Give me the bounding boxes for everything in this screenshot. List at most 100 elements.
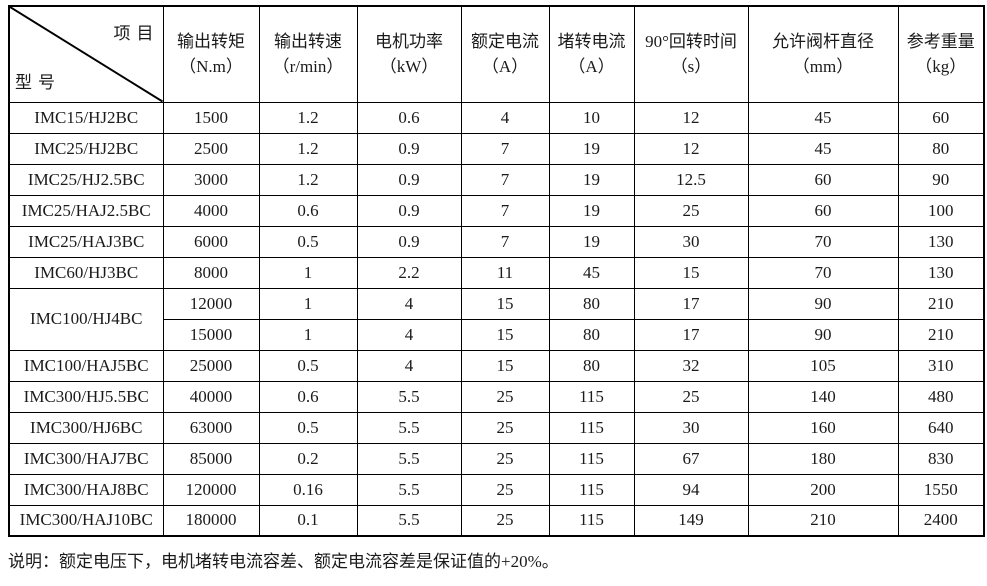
value-cell: 5.5	[356, 411, 462, 444]
value-cell: 5.5	[356, 380, 462, 413]
column-label: 输出转速	[274, 32, 342, 52]
value-cell: 1.2	[258, 132, 358, 165]
column-label: 输出转矩	[177, 32, 245, 52]
column-unit: （A）	[568, 57, 615, 77]
value-cell: 80	[548, 287, 635, 320]
value-cell: 830	[897, 442, 985, 475]
column-unit: （kg）	[915, 57, 967, 77]
value-cell: 15	[460, 287, 550, 320]
value-cell: 0.5	[258, 349, 358, 382]
value-cell: 12	[633, 101, 749, 134]
value-cell: 70	[747, 256, 899, 289]
column-header: 输出转速 （r/min）	[258, 5, 358, 103]
column-label: 堵转电流	[557, 32, 626, 52]
model-cell: IMC100/HJ4BC	[8, 287, 164, 351]
value-cell: 0.2	[258, 442, 358, 475]
value-cell: 105	[747, 349, 899, 382]
value-cell: 25	[460, 442, 550, 475]
model-cell: IMC25/HAJ3BC	[8, 225, 164, 258]
value-cell: 1	[258, 256, 358, 289]
value-cell: 90	[747, 318, 899, 351]
value-cell: 25	[460, 411, 550, 444]
model-cell: IMC25/HAJ2.5BC	[8, 194, 164, 227]
corner-cell: 项目 型号	[8, 5, 164, 103]
value-cell: 0.6	[258, 194, 358, 227]
value-cell: 4	[460, 101, 550, 134]
header-row: 项目 型号 输出转矩 （N.m） 输出转速 （r/min） 电机功率 （kW） 额定电流 （A…	[8, 5, 985, 103]
note-text: 说明：额定电压下，电机堵转电流容差、额定电流容差是保证值的+20%。	[8, 552, 559, 571]
table-row: IMC25/HJ2BC 2500 1.2 0.9 7 19 12 45 80	[8, 132, 985, 165]
value-cell: 210	[897, 287, 985, 320]
value-cell: 15	[633, 256, 749, 289]
value-cell: 17	[633, 287, 749, 320]
value-cell: 149	[633, 504, 749, 537]
value-cell: 40000	[162, 380, 260, 413]
value-cell: 25	[460, 473, 550, 506]
value-cell: 480	[897, 380, 985, 413]
value-cell: 7	[460, 225, 550, 258]
value-cell: 4000	[162, 194, 260, 227]
value-cell: 5.5	[356, 442, 462, 475]
value-cell: 15	[460, 349, 550, 382]
value-cell: 115	[548, 473, 635, 506]
diagonal-line-icon	[10, 7, 163, 102]
value-cell: 160	[747, 411, 899, 444]
value-cell: 0.9	[356, 225, 462, 258]
table-row: IMC300/HAJ8BC 120000 0.16 5.5 25 115 94 200 1550	[8, 473, 985, 506]
value-cell: 1.2	[258, 163, 358, 196]
value-cell: 25	[633, 380, 749, 413]
table-row: IMC60/HJ3BC 8000 1 2.2 11 45 15 70 130	[8, 256, 985, 289]
table-row: IMC100/HAJ5BC 25000 0.5 4 15 80 32 105 310	[8, 349, 985, 382]
corner-label-item: 项目	[113, 24, 160, 43]
value-cell: 210	[897, 318, 985, 351]
value-cell: 210	[747, 504, 899, 537]
column-header: 额定电流 （A）	[460, 5, 550, 103]
value-cell: 90	[897, 163, 985, 196]
value-cell: 130	[897, 225, 985, 258]
column-header: 输出转矩 （N.m）	[162, 5, 260, 103]
value-cell: 19	[548, 163, 635, 196]
column-unit: （A）	[481, 57, 529, 77]
value-cell: 1	[258, 287, 358, 320]
value-cell: 7	[460, 163, 550, 196]
value-cell: 70	[747, 225, 899, 258]
value-cell: 4	[356, 287, 462, 320]
value-cell: 0.6	[258, 380, 358, 413]
model-cell: IMC300/HJ6BC	[8, 411, 164, 444]
column-unit: （s）	[670, 57, 712, 77]
value-cell: 7	[460, 132, 550, 165]
model-cell: IMC15/HJ2BC	[8, 101, 164, 134]
value-cell: 12000	[162, 287, 260, 320]
value-cell: 640	[897, 411, 985, 444]
table-row: IMC25/HJ2.5BC 3000 1.2 0.9 7 19 12.5 60 90	[8, 163, 985, 196]
value-cell: 100	[897, 194, 985, 227]
spec-table: 项目 型号 输出转矩 （N.m） 输出转速 （r/min） 电机功率 （kW） 额定电流 （A…	[8, 5, 985, 537]
value-cell: 63000	[162, 411, 260, 444]
value-cell: 0.1	[258, 504, 358, 537]
value-cell: 1550	[897, 473, 985, 506]
model-cell: IMC300/HAJ7BC	[8, 442, 164, 475]
value-cell: 4	[356, 318, 462, 351]
value-cell: 1500	[162, 101, 260, 134]
value-cell: 60	[897, 101, 985, 134]
value-cell: 0.9	[356, 194, 462, 227]
spec-sheet: 项目 型号 输出转矩 （N.m） 输出转速 （r/min） 电机功率 （kW） 额定电流 （A…	[8, 5, 985, 571]
value-cell: 180	[747, 442, 899, 475]
value-cell: 120000	[162, 473, 260, 506]
value-cell: 115	[548, 504, 635, 537]
value-cell: 19	[548, 132, 635, 165]
value-cell: 25000	[162, 349, 260, 382]
table-row: IMC25/HAJ3BC 6000 0.5 0.9 7 19 30 70 130	[8, 225, 985, 258]
column-unit: （mm）	[792, 57, 854, 77]
value-cell: 80	[548, 349, 635, 382]
value-cell: 19	[548, 225, 635, 258]
model-cell: IMC300/HAJ10BC	[8, 504, 164, 537]
value-cell: 7	[460, 194, 550, 227]
value-cell: 3000	[162, 163, 260, 196]
model-cell: IMC300/HJ5.5BC	[8, 380, 164, 413]
value-cell: 8000	[162, 256, 260, 289]
value-cell: 2.2	[356, 256, 462, 289]
column-label: 允许阀杆直径	[772, 32, 874, 52]
value-cell: 45	[747, 132, 899, 165]
value-cell: 11	[460, 256, 550, 289]
